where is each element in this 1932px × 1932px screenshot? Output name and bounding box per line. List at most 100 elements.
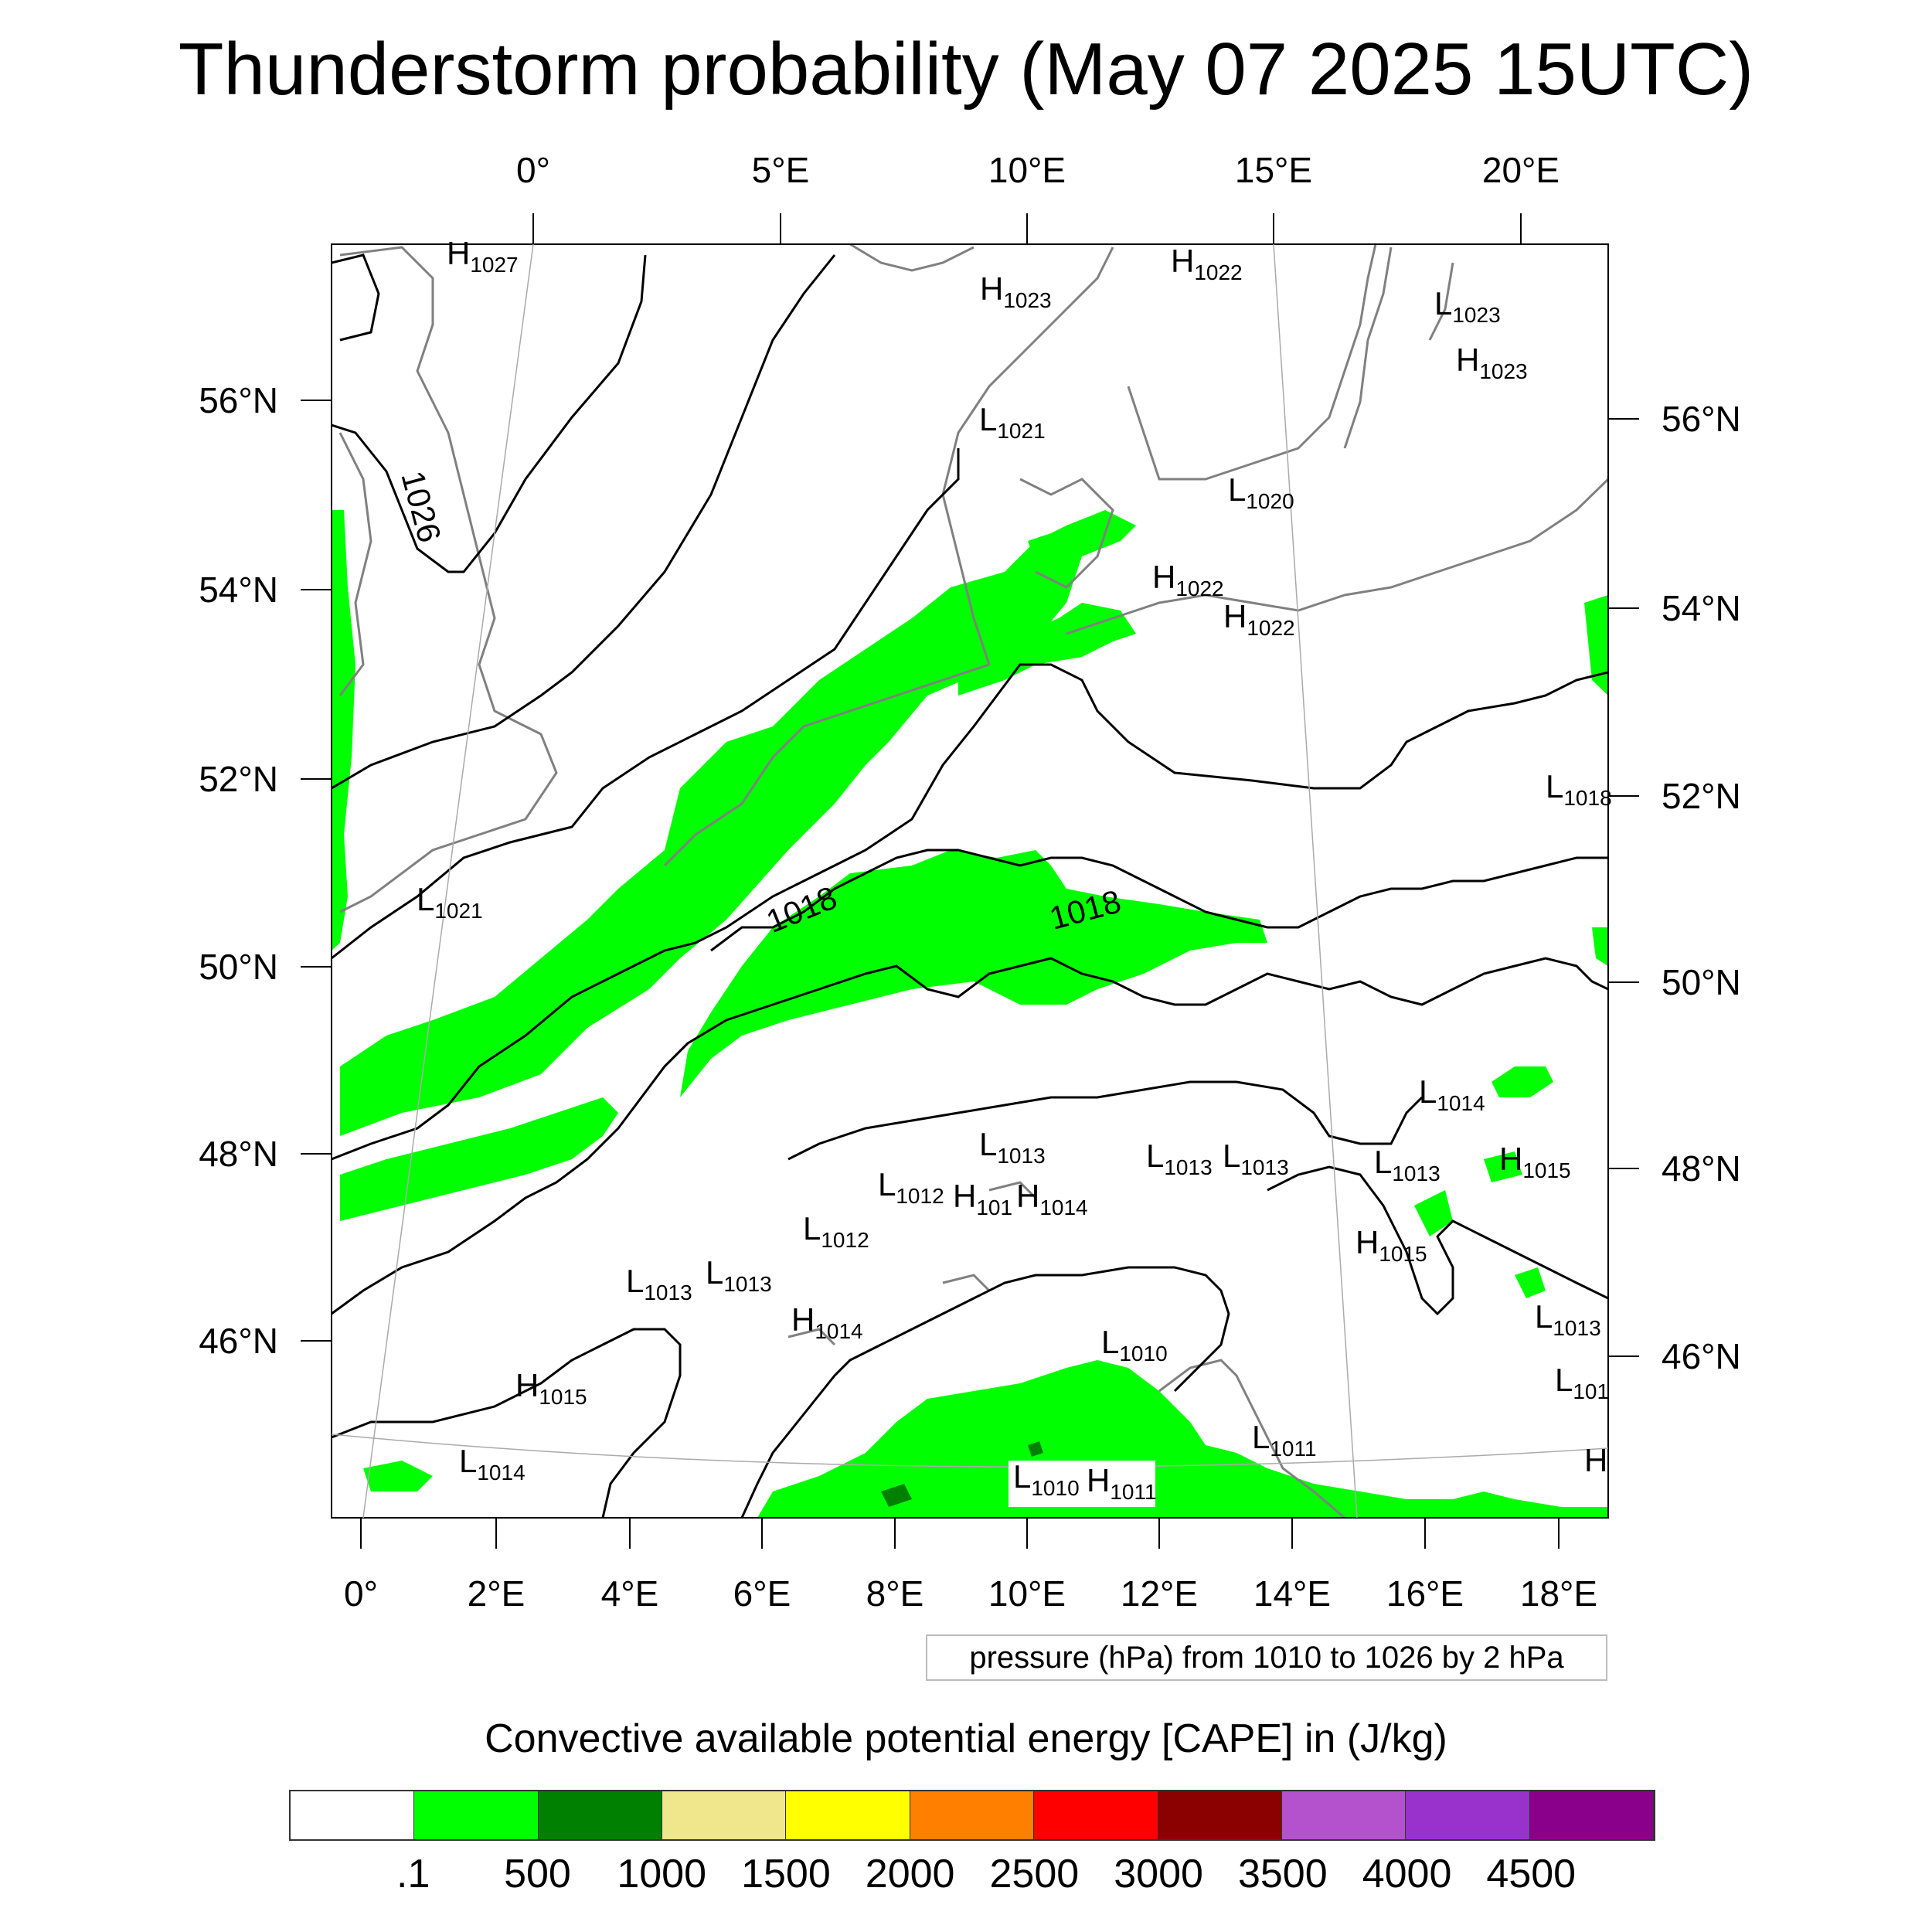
high-pressure-center: H101 xyxy=(953,1178,1012,1219)
low-pressure-center: L1013 xyxy=(706,1254,772,1296)
high-pressure-center: H1011 xyxy=(1087,1462,1157,1504)
low-pressure-center: L1012 xyxy=(878,1166,944,1208)
coast-norway-tip xyxy=(849,244,975,272)
colorbar-swatch xyxy=(910,1791,1035,1839)
bottom-lon-labels: 0° 2°E 4°E 6°E 8°E 10°E 12°E 14°E 16°E 1… xyxy=(344,1573,1597,1614)
isobar-1018 xyxy=(332,957,1608,1315)
high-pressure-center: H1015 xyxy=(1355,1224,1427,1266)
low-pressure-center: L1020 xyxy=(1228,471,1294,513)
cape-region-e3 xyxy=(1584,595,1608,696)
left-lat-label: 52°N xyxy=(199,759,278,799)
left-lat-label: 54°N xyxy=(199,570,278,610)
cape-region-left-edge xyxy=(332,510,355,951)
low-pressure-center: L1013 xyxy=(1374,1144,1440,1185)
colorbar-swatch xyxy=(1158,1791,1282,1839)
coast-britain-west xyxy=(338,432,372,696)
low-pressure-center: L101 xyxy=(1555,1362,1609,1403)
bottom-lon-label: 0° xyxy=(344,1573,378,1614)
graticule-lon-0 xyxy=(362,243,534,1519)
isobar-1026-b xyxy=(332,254,647,573)
high-pressure-center: H1014 xyxy=(791,1301,863,1343)
cape-field-mid xyxy=(881,1441,1043,1507)
bottom-lon-label: 18°E xyxy=(1520,1573,1597,1614)
colorbar-swatch xyxy=(1529,1791,1654,1839)
cape-region-alps xyxy=(757,1360,1608,1518)
right-ticks xyxy=(1608,418,1639,1357)
low-pressure-center: L1012 xyxy=(803,1210,869,1252)
colorbar-swatch xyxy=(414,1791,539,1839)
isobar-1020 xyxy=(332,663,1608,1161)
low-pressure-center: L1013 xyxy=(1223,1138,1289,1179)
cape-region-e2 xyxy=(1515,1267,1546,1298)
low-pressure-center: L1013 xyxy=(1146,1138,1213,1179)
high-pressure-center: H1022 xyxy=(1223,598,1295,640)
colorbar-swatch xyxy=(786,1791,910,1839)
cape-region-e5 xyxy=(1414,1190,1453,1236)
isobar-1018-b xyxy=(710,849,1608,952)
isobar-1012 xyxy=(1267,1165,1608,1316)
bottom-lon-label: 14°E xyxy=(1253,1573,1331,1614)
coastlines xyxy=(338,244,1608,1518)
left-lat-labels: 56°N 54°N 52°N 50°N 48°N 46°N xyxy=(199,380,278,1361)
high-pressure-center: H1022 xyxy=(1152,559,1224,600)
colorbar-label: 4000 xyxy=(1362,1852,1452,1896)
low-pressure-center: L1013 xyxy=(1535,1298,1601,1340)
coast-jutland xyxy=(941,308,1068,665)
bottom-lon-label: 2°E xyxy=(468,1573,526,1614)
cape-region-central xyxy=(680,850,1267,1097)
coast-sweden-east xyxy=(1343,247,1393,449)
cape-region-e1 xyxy=(1492,1066,1553,1097)
isobar-1026-a xyxy=(332,253,380,342)
coast-baltic-south xyxy=(1066,478,1608,635)
colorbar-label: 1000 xyxy=(617,1852,707,1896)
low-pressure-center: L1021 xyxy=(417,881,483,923)
colorbar-label: 500 xyxy=(504,1852,571,1896)
cape-region-e4 xyxy=(1592,927,1608,966)
isobar-1022 xyxy=(332,448,960,960)
low-pressure-center: L1014 xyxy=(459,1443,526,1485)
colorbar-label: 4500 xyxy=(1486,1852,1577,1896)
top-lon-label: 20°E xyxy=(1482,150,1560,190)
cape-region-west xyxy=(340,1097,618,1221)
right-lat-label: 48°N xyxy=(1662,1148,1741,1189)
coast-sweden xyxy=(1065,244,1377,481)
bottom-lon-label: 4°E xyxy=(601,1573,659,1614)
low-pressure-center: L1010 xyxy=(1101,1324,1168,1366)
low-pressure-center: L1013 xyxy=(979,1126,1046,1168)
high-pressure-center: H1022 xyxy=(1171,243,1243,284)
bottom-ticks xyxy=(360,1518,1560,1549)
high-pressure-center: H1023 xyxy=(1456,342,1528,383)
graticule xyxy=(331,243,1609,1519)
low-pressure-center: L1013 xyxy=(626,1263,692,1304)
colorbar-label: 2500 xyxy=(989,1852,1080,1896)
graticule-lat-45 xyxy=(331,1434,1609,1468)
cape-region-sw xyxy=(363,1461,433,1492)
low-pressure-center: L1023 xyxy=(1434,285,1501,327)
colorbar xyxy=(289,1790,1655,1841)
coast-lowlands xyxy=(663,663,990,867)
colorbar-labels: .1 500 1000 1500 2000 2500 3000 3500 4000 4500 xyxy=(0,1851,1932,1905)
cape-field xyxy=(332,510,1608,1518)
colorbar-label: .1 xyxy=(396,1852,430,1896)
low-pressure-center: L1021 xyxy=(979,401,1046,443)
isobar-1016 xyxy=(332,1328,682,1518)
graticule-lon-15 xyxy=(1273,243,1358,1519)
colorbar-title: Convective available potential energy [C… xyxy=(485,1716,1447,1761)
top-lon-label: 15°E xyxy=(1235,150,1312,190)
chart-title: Thunderstorm probability (May 07 2025 15… xyxy=(178,28,1754,111)
colorbar-swatch xyxy=(1406,1791,1530,1839)
right-lat-label: 50°N xyxy=(1662,962,1741,1002)
bottom-lon-label: 6°E xyxy=(733,1573,791,1614)
isobar-1024 xyxy=(332,254,836,790)
bottom-lon-label: 8°E xyxy=(866,1573,924,1614)
colorbar-swatch xyxy=(1034,1791,1158,1839)
isobar-1014 xyxy=(740,1266,1230,1518)
bottom-lon-label: 10°E xyxy=(988,1573,1066,1614)
coast-finland-baltic xyxy=(1428,262,1454,341)
low-pressure-center: L1010 xyxy=(1013,1458,1080,1500)
colorbar-swatch xyxy=(538,1791,663,1839)
cape-region-e6 xyxy=(1484,1151,1522,1182)
coast-britain-east xyxy=(339,246,558,913)
left-lat-label: 48°N xyxy=(199,1134,278,1174)
